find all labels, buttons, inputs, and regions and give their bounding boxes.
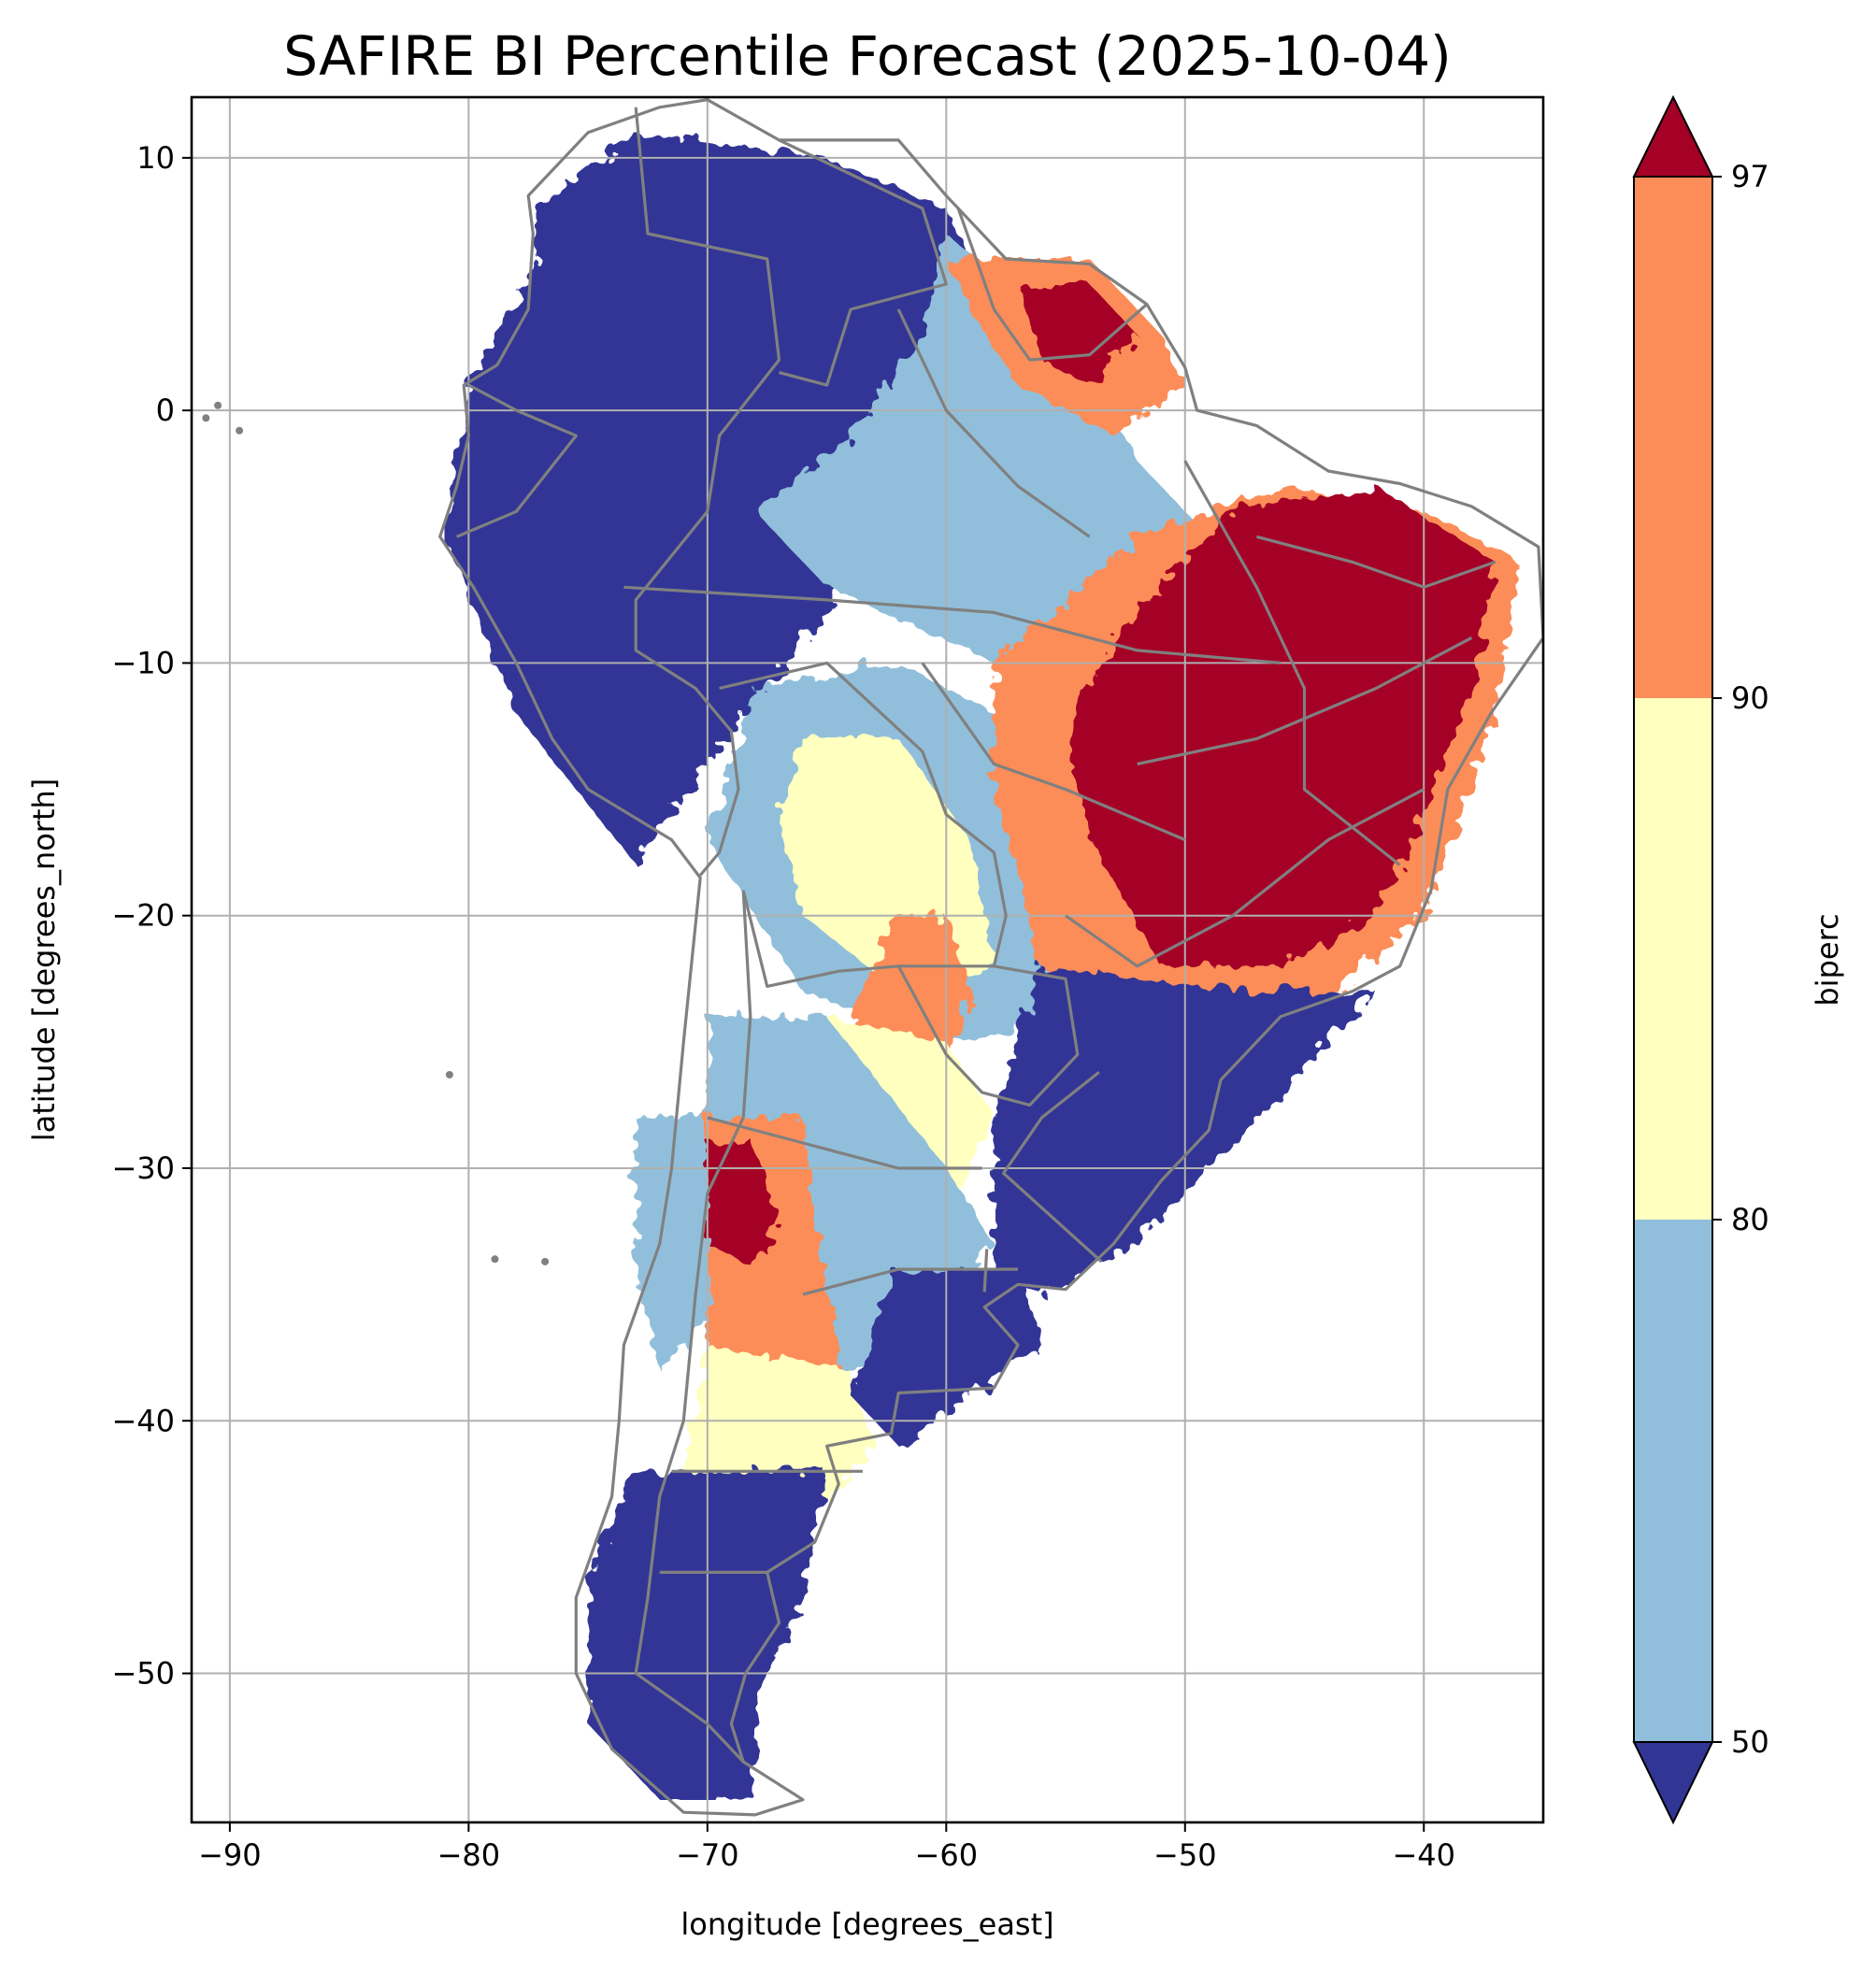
country-boundaries	[202, 98, 1543, 1817]
region-brazilian-highlands-core	[1066, 486, 1496, 966]
island-mark	[236, 426, 244, 435]
boundary-line	[956, 207, 1148, 362]
boundary-line	[1001, 1071, 1103, 1264]
colorbar-frame	[1633, 176, 1713, 1743]
boundary-line	[802, 1267, 1018, 1296]
colorbar-label-80: 80	[1731, 1202, 1769, 1237]
region-northwest-amazon-andes	[444, 132, 995, 865]
colorbar-band-90-97	[1634, 177, 1712, 698]
x-tick-label: −90	[198, 1837, 262, 1873]
boundary-line	[896, 964, 1080, 1107]
colorbar-band-50-80	[1634, 1220, 1712, 1742]
map-plot-area	[190, 95, 1545, 1824]
colorbar-band-80-90	[1634, 698, 1712, 1220]
x-tick-label: −70	[676, 1837, 739, 1873]
colorbar-title: biperc	[1810, 913, 1845, 1006]
boundary-line	[455, 383, 578, 538]
gridlines	[192, 97, 1543, 1822]
region-chile-central	[636, 1117, 708, 1371]
boundary-line	[778, 138, 948, 387]
biperc-field	[444, 132, 1520, 1800]
x-tick-label: −80	[437, 1837, 501, 1873]
colorbar: 97 90 80 50 biperc	[1632, 94, 1845, 1825]
island-mark	[541, 1257, 550, 1265]
plot-frame	[190, 95, 1545, 1824]
y-axis-label: latitude [degrees_north]	[26, 778, 62, 1142]
boundary-line	[634, 107, 781, 512]
island-mark	[214, 401, 222, 409]
island-mark	[491, 1255, 499, 1264]
boundary-line	[1137, 636, 1473, 766]
x-axis-label: longitude [degrees_east]	[680, 1907, 1053, 1942]
y-tick-label: 0	[156, 393, 175, 428]
colorbar-label-97: 97	[1731, 159, 1769, 194]
boundary-line	[896, 308, 1091, 538]
colorbar-extend-min	[1632, 1741, 1714, 1825]
y-tick-label: −50	[111, 1656, 175, 1692]
y-tick-label: −30	[111, 1150, 175, 1186]
boundary-line	[623, 585, 1282, 664]
x-tick-label: −60	[915, 1837, 979, 1873]
category-regions	[444, 132, 1520, 1800]
boundary-line	[634, 510, 740, 877]
island-mark	[445, 1070, 453, 1078]
y-tick-label: −20	[111, 898, 175, 934]
colorbar-label-50: 50	[1731, 1724, 1769, 1760]
region-western-brazil	[754, 234, 1233, 664]
y-tick-label: −40	[111, 1403, 175, 1438]
y-tick-label: −10	[111, 645, 175, 680]
x-axis-ticks: −90 −80 −70 −60 −50 −40	[198, 1822, 1455, 1873]
colorbar-label-90: 90	[1731, 680, 1769, 716]
y-tick-label: 10	[136, 140, 175, 176]
boundary-line	[1183, 460, 1401, 866]
boundary-line	[719, 661, 1008, 989]
boundary-line	[707, 1116, 982, 1170]
boundary-line	[1065, 788, 1425, 968]
x-tick-label: −40	[1392, 1837, 1455, 1873]
y-axis-ticks: 10 0 −10 −20 −30 −40 −50	[111, 140, 192, 1692]
x-tick-label: −50	[1153, 1837, 1217, 1873]
boundary-line	[634, 890, 752, 1764]
continent-coastline	[438, 98, 1543, 1817]
island-mark	[202, 414, 210, 422]
region-andes-front-core	[707, 1143, 780, 1270]
colorbar-extend-max	[1632, 94, 1714, 178]
boundary-line	[1255, 535, 1497, 589]
boundary-line	[921, 662, 1186, 842]
chart-title: SAFIRE BI Percentile Forecast (2025-10-0…	[283, 24, 1452, 88]
